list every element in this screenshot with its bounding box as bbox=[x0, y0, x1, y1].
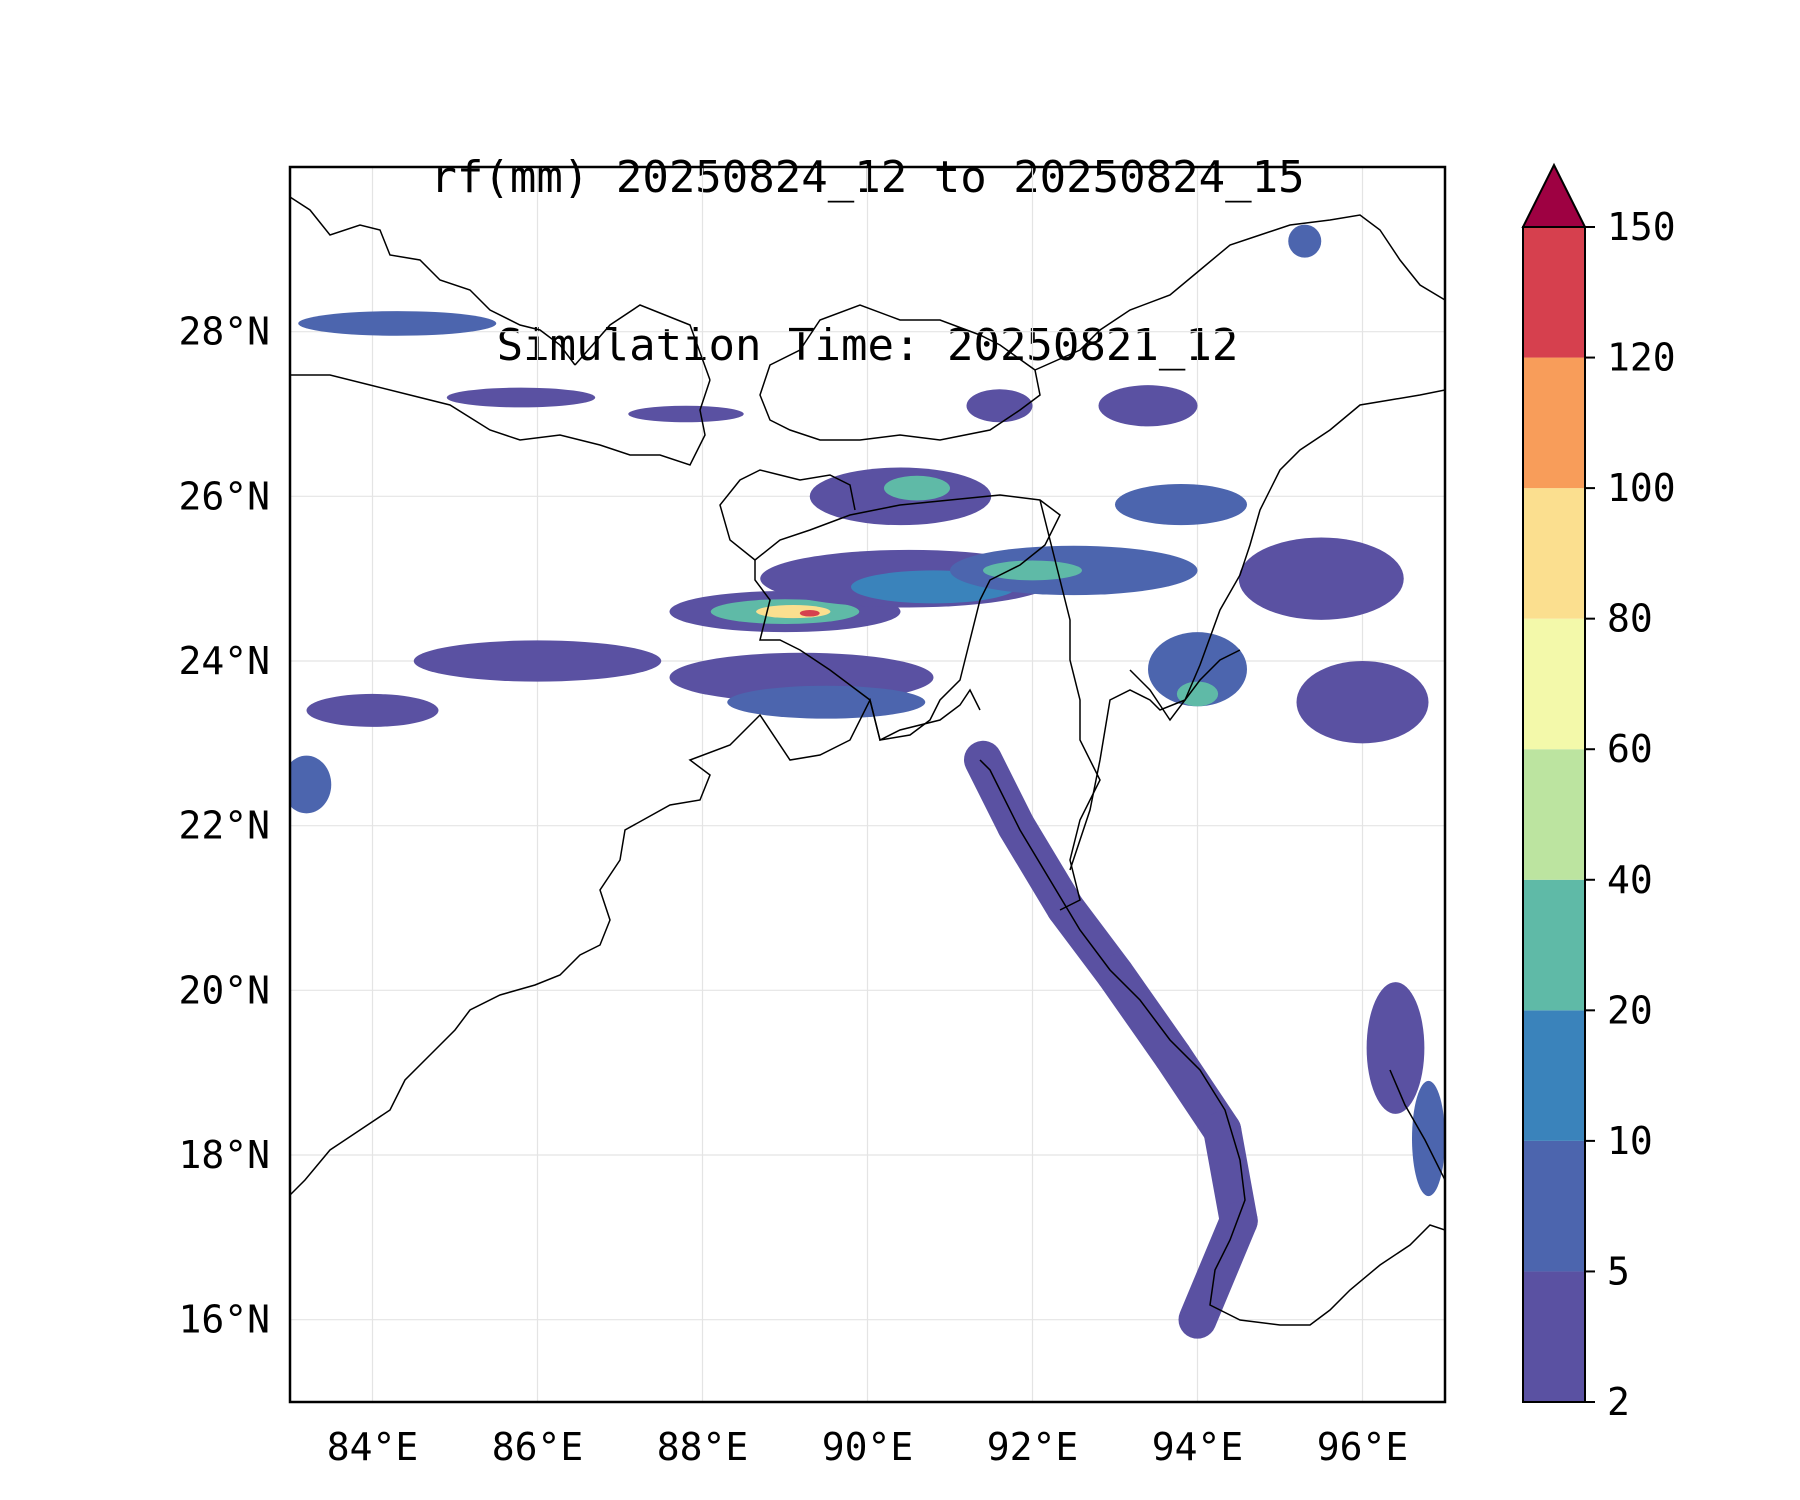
colorbar-extend-arrow bbox=[1521, 162, 1587, 228]
rainfall-field bbox=[290, 224, 1445, 1339]
chart-title: rf(mm) 20250824_12 to 20250824_15 Simula… bbox=[290, 38, 1445, 430]
tripura-mizoram-border bbox=[1039, 499, 1101, 911]
lat-tick-label: 20°N bbox=[178, 968, 270, 1012]
rain-cell bbox=[298, 311, 497, 336]
arunachal-border bbox=[1034, 214, 1445, 371]
rain-cell bbox=[628, 405, 744, 423]
assam-myanmar-border bbox=[1069, 389, 1445, 871]
colorbar-segment bbox=[1523, 488, 1585, 619]
rain-cell bbox=[727, 685, 926, 719]
manipur-border bbox=[1129, 649, 1241, 722]
rain-cell bbox=[290, 755, 332, 814]
rain-cell bbox=[446, 387, 596, 408]
rain-cell bbox=[799, 609, 820, 617]
colorbar-tick-label: 60 bbox=[1607, 727, 1653, 771]
map-frame bbox=[288, 165, 1447, 1404]
colorbar-tick-label: 80 bbox=[1607, 597, 1653, 641]
rain-cell bbox=[1238, 537, 1404, 620]
lat-tick-label: 26°N bbox=[178, 474, 270, 518]
colorbar-tick-label: 40 bbox=[1607, 858, 1653, 902]
rain-cell bbox=[1296, 661, 1429, 744]
rain-band-segment bbox=[1178, 1201, 1258, 1339]
longitude-axis: 84°E 86°E 88°E 90°E 92°E 94°E 96°E bbox=[327, 1425, 1409, 1469]
colorbar-segment bbox=[1523, 749, 1585, 880]
colorbar-segment bbox=[1523, 618, 1585, 750]
lon-tick-label: 90°E bbox=[822, 1425, 914, 1469]
lat-tick-label: 18°N bbox=[178, 1133, 270, 1177]
colorbar-tick-label: 2 bbox=[1607, 1380, 1630, 1424]
colorbar-tick-label: 10 bbox=[1607, 1119, 1653, 1163]
rain-cell bbox=[983, 560, 1082, 581]
rain-cell bbox=[413, 640, 662, 682]
colorbar-tick-label: 100 bbox=[1607, 466, 1676, 510]
rain-cell bbox=[1366, 982, 1425, 1114]
lat-tick-label: 24°N bbox=[178, 639, 270, 683]
colorbar-segment bbox=[1523, 227, 1585, 358]
colorbar-tick-label: 5 bbox=[1607, 1249, 1630, 1293]
title-line-2: Simulation Time: 20250821_12 bbox=[496, 320, 1239, 371]
rain-cell bbox=[1288, 224, 1322, 258]
colorbar: 2 5 10 20 40 60 80 100 120 150 bbox=[1521, 162, 1676, 1424]
colorbar-segment bbox=[1523, 1140, 1585, 1272]
title-line-1: rf(mm) 20250824_12 to 20250824_15 bbox=[430, 152, 1305, 203]
nepal-southern-border bbox=[290, 374, 711, 466]
colorbar-tick-label: 120 bbox=[1607, 336, 1676, 380]
colorbar-segment bbox=[1523, 1010, 1585, 1141]
colorbar-segment bbox=[1523, 879, 1585, 1011]
coastlines-borders bbox=[290, 196, 1445, 1326]
lon-tick-label: 84°E bbox=[327, 1425, 419, 1469]
rain-cell bbox=[884, 475, 950, 501]
rain-cell bbox=[966, 389, 1033, 423]
lat-tick-label: 28°N bbox=[178, 310, 270, 354]
lat-tick-label: 22°N bbox=[178, 804, 270, 848]
lon-tick-label: 94°E bbox=[1152, 1425, 1244, 1469]
colorbar-segment bbox=[1523, 357, 1585, 489]
rain-cell bbox=[306, 693, 439, 727]
rain-cell bbox=[1098, 385, 1198, 427]
lat-tick-label: 16°N bbox=[178, 1298, 270, 1342]
nepal-northern-border bbox=[290, 196, 576, 366]
tenasserim-coastline bbox=[1389, 1069, 1445, 1181]
bangladesh-border bbox=[754, 494, 1061, 741]
lon-tick-label: 92°E bbox=[987, 1425, 1079, 1469]
lon-tick-label: 88°E bbox=[657, 1425, 749, 1469]
latitude-axis: 16°N 18°N 20°N 22°N 24°N 26°N 28°N bbox=[178, 310, 270, 1342]
bhutan-border bbox=[759, 304, 1041, 441]
rain-cell bbox=[1176, 681, 1219, 707]
india-east-coastline bbox=[290, 688, 981, 1196]
myanmar-coastline bbox=[979, 759, 1445, 1326]
rain-cell bbox=[1412, 1080, 1445, 1197]
nepal-east-border bbox=[574, 304, 711, 381]
west-bengal-border bbox=[719, 469, 856, 561]
lon-tick-label: 96°E bbox=[1317, 1425, 1409, 1469]
colorbar-frame bbox=[1522, 226, 1586, 1403]
lon-tick-label: 86°E bbox=[492, 1425, 584, 1469]
rain-cell bbox=[1115, 483, 1247, 526]
colorbar-segment bbox=[1523, 1271, 1585, 1402]
colorbar-tick-label: 150 bbox=[1607, 205, 1676, 249]
gridlines bbox=[290, 167, 1445, 1402]
colorbar-tick-label: 20 bbox=[1607, 988, 1653, 1032]
